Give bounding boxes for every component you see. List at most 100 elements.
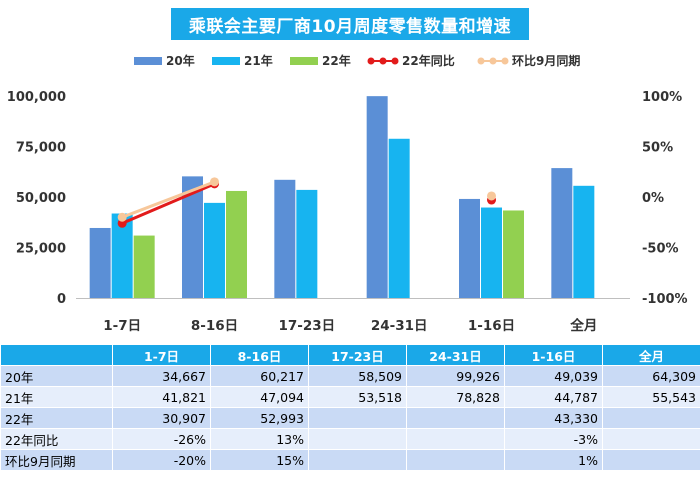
bar-21年-1-7日	[111, 213, 133, 298]
legend-marker	[379, 57, 387, 65]
table-cell: -26%	[112, 428, 211, 450]
table-row: 环比9月同期 -20% 15% 1%	[0, 449, 700, 471]
x-tick-label: 17-23日	[278, 318, 335, 334]
legend-label: 20年	[166, 53, 195, 68]
table-row-label: 21年	[0, 386, 113, 408]
table-cell	[406, 407, 505, 429]
bar-20年-24-31日	[366, 96, 388, 299]
table-cell	[308, 407, 407, 429]
legend-marker	[477, 57, 485, 65]
bar-20年-1-7日	[89, 227, 111, 298]
y-right-tick-label: 0%	[642, 191, 664, 206]
x-tick-label: 24-31日	[371, 318, 428, 334]
legend-marker	[391, 57, 399, 65]
table-cell: -20%	[112, 449, 211, 471]
line-22年同比	[121, 182, 216, 225]
table-cell	[308, 449, 407, 471]
table-row: 22年 30,907 52,993 43,330	[0, 407, 700, 429]
table-cell: -3%	[504, 428, 603, 450]
y-left-tick-label: 100,000	[7, 90, 66, 105]
bar-20年-全月	[551, 168, 573, 298]
table-header-cell	[0, 344, 113, 366]
legend-swatch	[134, 57, 162, 65]
table-header-cell: 1-7日	[112, 344, 211, 366]
legend-swatch	[212, 57, 240, 65]
table-cell: 43,330	[504, 407, 603, 429]
bar-21年-8-16日	[204, 202, 225, 298]
table-header-cell: 17-23日	[308, 344, 407, 366]
table-cell: 41,821	[112, 386, 211, 408]
table-header-cell: 8-16日	[210, 344, 309, 366]
bar-20年-1-16日	[459, 198, 480, 298]
table-cell	[602, 407, 700, 429]
x-tick-label: 全月	[569, 317, 597, 334]
legend-marker	[367, 57, 375, 65]
legend-swatch	[290, 57, 318, 65]
table-cell: 78,828	[406, 386, 505, 408]
y-right-tick-label: 50%	[642, 141, 673, 156]
table-header-cell: 全月	[602, 344, 700, 366]
y-left-tick-label: 75,000	[16, 141, 66, 156]
table-cell: 64,309	[602, 365, 700, 387]
table-cell	[602, 449, 700, 471]
y-left-tick-label: 50,000	[16, 191, 66, 206]
table-row-label: 22年	[0, 407, 113, 429]
legend-label: 22年	[322, 53, 351, 68]
legend-label: 环比9月同期	[512, 53, 580, 68]
y-right-tick-label: -100%	[642, 292, 688, 307]
table-cell	[406, 428, 505, 450]
table-cell: 44,787	[504, 386, 603, 408]
bar-20年-17-23日	[274, 179, 296, 298]
point-环比9月同期	[210, 177, 219, 187]
y-left-tick-label: 25,000	[16, 242, 66, 257]
table-cell: 13%	[210, 428, 309, 450]
table-cell	[602, 428, 700, 450]
table-cell: 60,217	[210, 365, 309, 387]
table-cell: 30,907	[112, 407, 211, 429]
bar-22年-1-7日	[133, 235, 155, 298]
x-tick-label: 1-16日	[468, 318, 515, 334]
x-tick-label: 8-16日	[191, 318, 238, 334]
bar-20年-8-16日	[182, 176, 203, 298]
legend-marker	[489, 57, 497, 65]
bar-21年-24-31日	[388, 138, 410, 298]
bar-21年-全月	[573, 185, 595, 298]
table-cell	[308, 428, 407, 450]
bar-21年-17-23日	[296, 189, 318, 298]
table-cell: 34,667	[112, 365, 211, 387]
legend-label: 21年	[244, 53, 273, 68]
table-cell: 47,094	[210, 386, 309, 408]
table-cell: 99,926	[406, 365, 505, 387]
x-tick-label: 1-7日	[103, 318, 141, 334]
table-row: 22年同比 -26% 13% -3%	[0, 428, 700, 450]
table-cell: 58,509	[308, 365, 407, 387]
table-header-row: 1-7日 8-16日 17-23日 24-31日 1-16日 全月	[0, 344, 700, 366]
chart-svg: 0 25,000 50,000 75,000 100,000 -100% -50% 0% 50%…	[7, 53, 688, 334]
table-cell: 1%	[504, 449, 603, 471]
y-right-tick-label: 100%	[642, 90, 682, 105]
legend-marker	[501, 57, 509, 65]
table-header-cell: 1-16日	[504, 344, 603, 366]
table-cell: 55,543	[602, 386, 700, 408]
table-cell: 49,039	[504, 365, 603, 387]
y-right-tick-label: -50%	[642, 242, 679, 257]
table-cell: 52,993	[210, 407, 309, 429]
point-环比9月同期	[117, 212, 127, 222]
bar-22年-1-16日	[503, 210, 524, 298]
chart-title: 乘联会主要厂商10月周度零售数量和增速	[171, 8, 529, 40]
table-cell: 15%	[210, 449, 309, 471]
chart-area: 0 25,000 50,000 75,000 100,000 -100% -50% 0% 50%…	[6, 8, 688, 334]
table-row-label: 20年	[0, 365, 113, 387]
point-环比9月同期	[487, 191, 496, 201]
table-row: 20年 34,667 60,217 58,509 99,926 49,039 64,309	[0, 365, 700, 387]
y-left-tick-label: 0	[57, 292, 66, 307]
bar-22年-8-16日	[226, 190, 247, 298]
table-cell	[406, 449, 505, 471]
table-row-label: 环比9月同期	[0, 449, 113, 471]
data-table: 1-7日 8-16日 17-23日 24-31日 1-16日 全月 20年 34,667 60,…	[0, 344, 700, 471]
table-cell: 53,518	[308, 386, 407, 408]
line-环比9月同期	[121, 180, 216, 219]
legend-label: 22年同比	[402, 53, 455, 68]
table-row-label: 22年同比	[0, 428, 113, 450]
table-header-cell: 24-31日	[406, 344, 505, 366]
